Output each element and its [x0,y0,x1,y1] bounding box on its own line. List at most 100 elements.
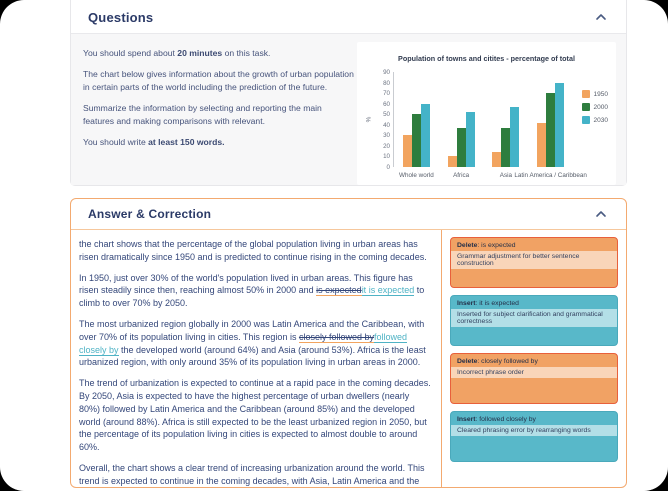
bar-group: Asia [492,106,520,179]
bar-chart: % Whole world Africa Asia Latin America / C… [365,69,587,179]
correction-card-delete[interactable]: Delete: is expected Grammar adjustment fo… [450,237,618,288]
essay-paragraph-segment: the chart shows that the percentage of t… [79,239,427,262]
inserted-text[interactable]: followed closely by [79,331,408,356]
bar-2030 [510,106,520,167]
essay-text: the chart shows that the percentage of t… [71,230,441,487]
instruction-paragraph: Summarize the information by selecting a… [83,102,355,128]
questions-body: You should spend about 20 minutes on thi… [71,33,626,185]
category-label: Latin America / Caribbean [514,172,587,179]
category-label: Africa [453,172,470,179]
legend-swatch [581,103,590,111]
bar-1950 [447,156,457,167]
category-label: Asia [499,172,512,179]
y-axis-tick: 60 [383,100,390,108]
chart-title: Population of towns and citites - percen… [398,54,575,63]
y-axis-tick: 0 [386,164,390,171]
y-axis-tick: 90 [383,69,390,76]
y-axis-tick: 70 [383,90,390,98]
legend-label: 2000 [593,103,608,111]
essay-paragraph-segment: the developed world (around 64%) and Asi… [79,344,426,368]
corrections-list: Delete: is expected Grammar adjustment fo… [441,230,626,487]
correction-card-delete[interactable]: Delete: closely followed by Incorrect phr… [450,353,618,404]
questions-collapse-button[interactable] [593,11,609,23]
bar-2030 [465,112,475,167]
chart-legend: 1950 2000 2030 [581,90,608,124]
correction-card-note: Cleared phrasing error by rearranging wo… [451,425,617,436]
instruction-paragraph-segment: Summarize the information by selecting a… [83,103,322,126]
task-instructions: You should spend about 20 minutes on thi… [83,47,355,149]
questions-title: Questions [88,9,154,25]
chart-card: Population of towns and citites - percen… [357,42,616,185]
chart-bars: Whole world Africa Asia Latin America / Car… [394,72,587,179]
correction-card-note: Incorrect phrase order [451,367,617,378]
bar-group: Latin America / Caribbean [514,82,587,179]
legend-item: 2000 [581,103,608,111]
correction-card-title: Insert: it is expected [457,300,519,307]
bar-1950 [402,135,412,167]
instruction-paragraph-segment: The chart below gives information about … [83,69,354,92]
essay-paragraph-segment: The trend of urbanization is expected to… [79,378,431,453]
y-axis-tick: 40 [383,121,390,129]
essay-paragraph: the chart shows that the percentage of t… [79,238,431,264]
correction-card-title: Insert: followed closely by [457,416,536,423]
chevron-up-icon [596,14,606,20]
answer-correction-panel: Answer & Correction the chart shows that… [70,198,627,488]
bar-2030 [420,103,430,167]
legend-swatch [581,116,590,124]
essay-paragraph-segment: to climb to over 70% by 2050. [79,285,425,309]
bar-1950 [537,122,547,167]
answer-header: Answer & Correction [71,199,626,230]
correction-card-note: Inserted for subject clarification and g… [451,309,617,327]
questions-panel: Questions You should spend about 20 minu… [70,0,627,186]
legend-item: 1950 [581,90,608,98]
inserted-text[interactable]: it is expected [361,285,415,297]
essay-paragraph-segment: Overall, the chart shows a clear trend o… [79,462,425,486]
instruction-paragraph-segment: on this task. [222,48,271,58]
legend-item: 2030 [581,116,608,124]
deleted-text[interactable]: closely followed by [298,331,374,343]
legend-label: 2030 [593,116,608,124]
bar-2000 [456,127,466,167]
bar-2030 [555,82,565,167]
deleted-text[interactable]: is expected [316,285,362,297]
legend-label: 1950 [593,90,608,98]
instruction-paragraph-segment: You should spend about [83,48,178,58]
questions-header: Questions [71,0,626,33]
correction-card-insert[interactable]: Insert: it is expected Inserted for subje… [450,295,618,346]
bar-2000 [546,93,556,167]
y-axis-tick: 10 [383,153,390,161]
bar-2000 [411,114,421,167]
correction-card-title: Delete: closely followed by [457,358,538,365]
legend-swatch [581,90,590,98]
essay-paragraph-segment: The most urbanized region globally in 20… [79,318,425,342]
essay-paragraph: The most urbanized region globally in 20… [79,318,431,369]
correction-card-note: Grammar adjustment for better sentence c… [451,251,617,269]
answer-title: Answer & Correction [88,207,212,221]
answer-body: the chart shows that the percentage of t… [71,230,626,487]
instruction-paragraph: The chart below gives information about … [83,68,355,94]
instruction-paragraph: You should spend about 20 minutes on thi… [83,47,355,60]
essay-paragraph: The trend of urbanization is expected to… [79,377,431,454]
bar-1950 [492,152,502,167]
y-axis-tick: 50 [383,111,390,119]
instruction-paragraph-segment: You should write [83,137,149,147]
correction-card-insert[interactable]: Insert: followed closely by Cleared phras… [450,411,618,462]
essay-paragraph: Overall, the chart shows a clear trend o… [79,462,431,487]
chevron-up-icon [596,211,606,217]
instruction-paragraph: You should write at least 150 words. [83,136,355,149]
instruction-paragraph-bold: 20 minutes [177,48,223,58]
category-label: Whole world [399,172,434,179]
essay-paragraph-segment: In 1950, just over 30% of the world's po… [79,272,413,296]
y-axis-tick: 30 [383,132,390,140]
y-axis-tick: 80 [383,79,390,87]
instruction-paragraph-bold: at least 150 words. [148,137,225,147]
essay-paragraph: In 1950, just over 30% of the world's po… [79,272,431,310]
correction-card-title: Delete: is expected [457,242,516,249]
chart-y-axis-label: % [365,116,373,123]
y-axis-tick: 20 [383,142,390,150]
bar-group: Africa [447,112,475,179]
bar-group: Whole world [399,103,434,179]
bar-2000 [501,127,511,167]
answer-collapse-button[interactable] [593,208,609,220]
